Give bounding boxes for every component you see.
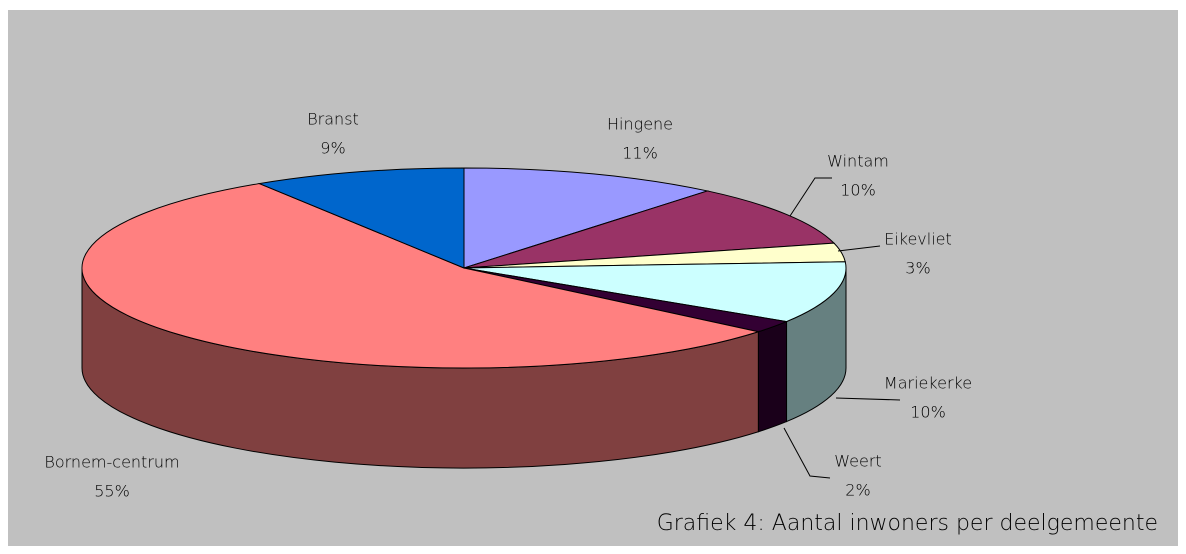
leader-line <box>789 177 832 217</box>
slice-label: Branst <box>307 110 359 129</box>
slice <box>81 183 761 369</box>
slice-label: Mariekerke <box>884 374 972 393</box>
leader-line <box>835 397 901 401</box>
slice-value: 3% <box>905 259 930 278</box>
slice-value: 2% <box>845 481 870 500</box>
leader-line <box>837 245 881 252</box>
slice-value: 9% <box>320 139 345 158</box>
slice-label: Eikevliet <box>884 230 952 249</box>
slice-label: Hingene <box>607 115 673 134</box>
slice <box>463 167 710 269</box>
leader-line <box>783 427 831 479</box>
chart-title: Grafiek 4: Aantal inwoners per deelgemee… <box>657 511 1158 536</box>
slice-value: 55% <box>94 482 130 501</box>
slice-label: Weert <box>834 452 881 471</box>
slice-label: Wintam <box>827 152 889 171</box>
slice-value: 10% <box>910 403 946 422</box>
slice-label: Bornem-centrum <box>44 453 179 472</box>
slice-value: 11% <box>622 144 658 163</box>
slice <box>463 261 847 323</box>
slice <box>257 167 465 269</box>
slice-value: 10% <box>840 181 876 200</box>
slice <box>463 190 836 269</box>
slice-side <box>757 320 788 433</box>
